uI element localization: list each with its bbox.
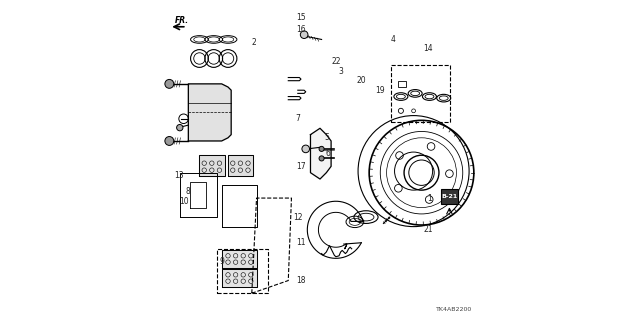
Text: 5: 5: [324, 133, 329, 142]
Text: 16: 16: [296, 25, 306, 35]
Text: 4: 4: [390, 35, 396, 44]
Circle shape: [302, 145, 310, 153]
Text: 22: 22: [331, 57, 340, 66]
Circle shape: [165, 79, 174, 88]
Polygon shape: [310, 128, 331, 179]
Circle shape: [300, 31, 308, 38]
Text: TK4AB2200: TK4AB2200: [436, 307, 472, 312]
Text: B-21: B-21: [441, 194, 458, 199]
Text: FR.: FR.: [175, 16, 189, 25]
Text: 6: 6: [326, 149, 330, 158]
Text: 15: 15: [296, 13, 306, 22]
Text: 20: 20: [356, 76, 366, 85]
Polygon shape: [200, 155, 225, 176]
Polygon shape: [221, 269, 257, 287]
Circle shape: [319, 156, 324, 161]
Text: 14: 14: [423, 44, 433, 53]
Text: 11: 11: [296, 238, 306, 247]
Text: 10: 10: [179, 197, 188, 206]
Text: 7: 7: [295, 114, 300, 123]
Circle shape: [319, 146, 324, 151]
Circle shape: [177, 124, 183, 131]
Text: 1: 1: [427, 194, 432, 203]
Polygon shape: [188, 84, 231, 141]
Text: 17: 17: [296, 162, 306, 171]
Text: 13: 13: [174, 172, 184, 180]
Text: 19: 19: [376, 86, 385, 95]
Bar: [392, 65, 450, 122]
Text: 9: 9: [220, 257, 224, 266]
Text: 2: 2: [251, 38, 256, 47]
Text: 3: 3: [338, 67, 343, 76]
Circle shape: [165, 137, 174, 145]
Bar: [440, 188, 458, 204]
Bar: [397, 81, 406, 87]
Polygon shape: [228, 155, 253, 176]
Text: 18: 18: [296, 276, 306, 285]
Text: 21: 21: [423, 225, 433, 234]
Text: 8: 8: [186, 187, 191, 196]
Text: 12: 12: [293, 212, 303, 222]
Polygon shape: [221, 251, 257, 268]
